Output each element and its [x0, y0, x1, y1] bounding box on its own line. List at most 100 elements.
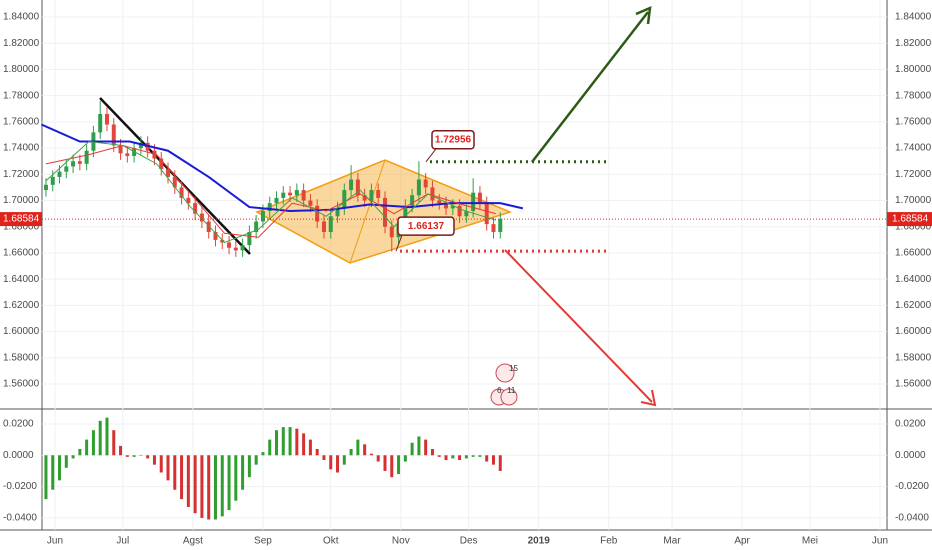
candle-body	[416, 179, 421, 196]
labels: 1.56000 1.56000 1.58000 1.58000 1.60000 1.600…	[0, 12, 932, 547]
candle-body	[342, 190, 347, 209]
candle-body	[152, 150, 157, 159]
candle-body	[308, 200, 313, 206]
event-count: 15	[509, 364, 518, 373]
histogram-bar	[451, 455, 455, 459]
histogram-bar	[261, 452, 265, 456]
histogram-bar	[268, 439, 272, 456]
y-tick-label: 1.64000	[895, 274, 932, 285]
y-tick-label: 1.78000	[3, 90, 40, 101]
event-icon	[500, 388, 518, 406]
last-price-label: 1.68584	[3, 214, 40, 225]
histogram-bar	[119, 445, 123, 456]
y-tick-label: 1.62000	[3, 300, 40, 311]
level-label: 1.72956	[435, 134, 472, 145]
y-tick-label: 1.58000	[895, 352, 932, 363]
candle-body	[254, 221, 259, 232]
x-tick-label: Feb	[600, 536, 618, 547]
histogram-bar	[166, 455, 170, 481]
histogram-bar	[247, 455, 251, 478]
histogram-bar	[444, 455, 448, 460]
y-tick-label: 1.68000	[3, 221, 40, 232]
candle-body	[355, 179, 360, 196]
candle-body	[321, 221, 326, 232]
candle-body	[159, 158, 164, 170]
y-tick-label: 0.0000	[3, 450, 34, 461]
histogram-bar	[207, 455, 211, 520]
candle-body	[382, 197, 387, 227]
y-tick-label: 1.60000	[895, 326, 932, 337]
candle-body	[98, 114, 103, 133]
candle-body	[233, 247, 238, 251]
candle-body	[294, 190, 299, 196]
histogram-bar	[363, 444, 367, 456]
histogram-bar	[478, 455, 482, 457]
histogram-bar	[125, 455, 129, 457]
candle-body	[274, 197, 279, 204]
candle-body	[77, 161, 82, 164]
y-tick-label: 1.64000	[3, 274, 40, 285]
histogram-bar	[397, 455, 401, 475]
candle-body	[111, 124, 116, 146]
histogram-bar	[275, 430, 279, 456]
candle-body	[437, 200, 442, 204]
down-arrow	[504, 249, 653, 403]
y-tick-label: 0.0200	[3, 419, 34, 430]
candle-body	[118, 145, 123, 154]
histogram-bar	[85, 439, 89, 456]
candle-body	[260, 211, 265, 222]
level-label: 1.66137	[408, 221, 445, 232]
histogram-bar	[424, 439, 428, 456]
histogram-bar	[458, 455, 462, 460]
event-count: 6	[497, 386, 502, 395]
histogram-bar	[186, 455, 190, 507]
candle-body	[410, 195, 415, 206]
histogram-bar	[315, 449, 319, 456]
histogram-bar	[329, 455, 333, 470]
candle-body	[267, 203, 272, 212]
candle-body	[125, 153, 130, 156]
histogram-bar	[464, 455, 468, 459]
y-tick-label: 1.74000	[3, 143, 40, 154]
candle-body	[301, 190, 306, 201]
y-tick-label: 1.82000	[3, 38, 40, 49]
candle-body	[172, 176, 177, 188]
histogram-bar	[112, 430, 116, 456]
candle-body	[64, 166, 69, 172]
x-tick-label: Sep	[254, 536, 272, 547]
histogram-bar	[152, 455, 156, 465]
histogram-bar	[491, 455, 495, 465]
candle-body	[498, 218, 503, 232]
histogram-bar	[356, 439, 360, 456]
histogram-bar	[213, 455, 217, 520]
x-tick-label: Apr	[734, 536, 750, 547]
y-tick-label: -0.0200	[895, 481, 929, 492]
y-tick-label: 1.70000	[3, 195, 40, 206]
histogram-bar	[159, 455, 163, 473]
marks	[41, 100, 887, 520]
event-count: 11	[507, 386, 516, 395]
x-tick-label: Jun	[872, 536, 888, 547]
event-icon	[495, 363, 515, 383]
candle-body	[484, 203, 489, 225]
histogram-bar	[44, 455, 48, 500]
last-price-box	[887, 212, 932, 227]
candle-body	[450, 205, 455, 209]
candle-body	[50, 176, 55, 185]
x-tick-label: Des	[460, 536, 478, 547]
histogram-bar	[220, 455, 224, 517]
histogram-bar	[390, 455, 394, 478]
candle-body	[389, 226, 394, 238]
histogram-bar	[78, 449, 82, 456]
histogram-bar	[281, 427, 285, 456]
histogram-bar	[308, 439, 312, 456]
y-tick-label: -0.0200	[3, 481, 37, 492]
y-tick-label: 1.56000	[3, 379, 40, 390]
y-tick-label: 1.76000	[3, 117, 40, 128]
moving-average	[45, 141, 496, 244]
candle-body	[206, 221, 211, 232]
candle-body	[328, 216, 333, 232]
y-tick-label: 1.82000	[895, 38, 932, 49]
candle-body	[477, 192, 482, 204]
histogram-bar	[342, 455, 346, 465]
